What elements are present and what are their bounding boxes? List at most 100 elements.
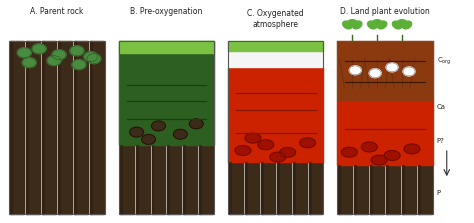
Bar [386,165,388,214]
Ellipse shape [361,142,377,152]
Bar [370,165,384,214]
Bar [228,41,323,67]
Bar [277,162,291,214]
Ellipse shape [353,21,362,29]
Bar [370,165,372,214]
Bar [292,162,295,214]
Bar [10,41,24,214]
Bar [120,145,122,214]
Ellipse shape [152,121,165,131]
Bar [58,41,60,214]
Bar [418,165,432,214]
Ellipse shape [270,152,286,162]
Bar [337,41,433,100]
Bar [338,165,352,214]
Bar [261,162,275,214]
Ellipse shape [402,21,411,29]
Bar [167,145,182,214]
Bar [26,41,40,214]
Bar [120,145,134,214]
Bar [26,41,28,214]
Bar [337,100,433,165]
Bar [354,165,356,214]
Bar [309,162,322,214]
Bar [402,165,404,214]
Bar [136,145,149,214]
Text: Ca: Ca [437,103,446,109]
Bar [136,145,137,214]
Bar [90,41,104,214]
Bar [152,145,154,214]
Bar [261,162,263,214]
Bar [74,41,76,214]
Ellipse shape [84,52,98,62]
Ellipse shape [384,151,400,160]
Bar [354,165,368,214]
Text: P?: P? [437,138,445,144]
Bar [338,165,340,214]
Bar [42,41,56,214]
Ellipse shape [371,155,387,165]
Ellipse shape [367,21,377,29]
Bar [42,41,44,214]
Ellipse shape [386,63,398,72]
Ellipse shape [349,66,361,75]
Ellipse shape [142,134,155,144]
Ellipse shape [341,147,357,157]
Ellipse shape [300,138,316,148]
Bar [58,41,72,214]
Ellipse shape [87,54,101,64]
Bar [183,145,197,214]
Text: C$_{\mathregular{org}}$: C$_{\mathregular{org}}$ [437,56,451,67]
Ellipse shape [129,127,144,137]
Bar [228,41,323,214]
Ellipse shape [280,147,296,157]
Bar [9,41,105,214]
Text: P: P [437,190,441,196]
Bar [386,165,400,214]
Ellipse shape [70,46,84,56]
Bar [118,41,214,53]
Bar [245,162,247,214]
Bar [229,162,243,214]
Bar [199,145,201,214]
Text: A. Parent rock: A. Parent rock [30,7,84,16]
Bar [74,41,88,214]
Ellipse shape [343,21,352,29]
Bar [228,67,323,162]
Ellipse shape [372,20,382,27]
Ellipse shape [72,60,86,70]
Ellipse shape [173,129,187,139]
Bar [277,162,279,214]
Bar [228,41,323,51]
Bar [118,41,214,214]
Bar [118,41,214,145]
Ellipse shape [189,119,203,129]
Ellipse shape [397,20,407,27]
Ellipse shape [404,144,420,154]
Ellipse shape [52,50,66,60]
Bar [292,162,307,214]
Ellipse shape [347,20,357,27]
Ellipse shape [47,56,61,66]
Bar [90,41,92,214]
Ellipse shape [245,133,261,143]
Bar [309,162,310,214]
Ellipse shape [235,146,251,155]
Bar [337,41,433,214]
Bar [10,41,12,214]
Ellipse shape [22,58,36,68]
Bar [199,145,213,214]
Text: B. Pre-oxygenation: B. Pre-oxygenation [130,7,202,16]
Ellipse shape [17,48,31,58]
Bar [418,165,420,214]
Text: C. Oxygenated
atmosphere: C. Oxygenated atmosphere [247,9,304,29]
Bar [183,145,185,214]
Bar [152,145,165,214]
Text: D. Land plant evolution: D. Land plant evolution [340,7,430,16]
Bar [167,145,169,214]
Bar [402,165,416,214]
Ellipse shape [392,21,401,29]
Ellipse shape [403,67,415,76]
Ellipse shape [369,69,381,78]
